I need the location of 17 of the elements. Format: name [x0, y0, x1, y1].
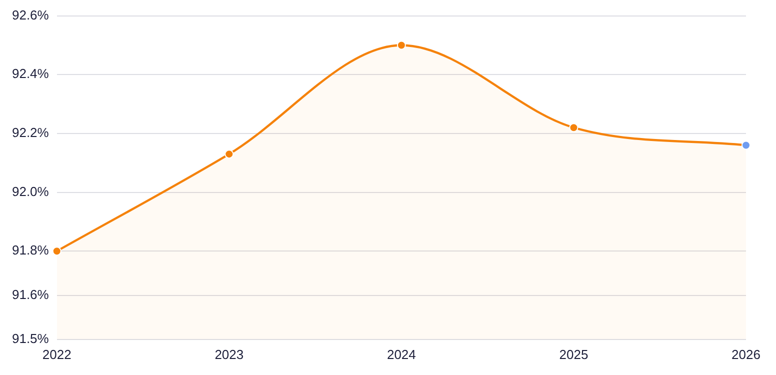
y-tick-label: 92.2%: [12, 125, 50, 140]
x-tick-label: 2024: [386, 346, 416, 362]
point: [52, 246, 62, 256]
y-tick-label: 92.6%: [12, 7, 50, 22]
point: [742, 140, 750, 150]
point: [569, 123, 578, 132]
y-tick-label: 92.4%: [12, 66, 50, 82]
x-tick-label: 2022: [42, 346, 72, 362]
x-tick-label: 2026: [732, 346, 760, 362]
y-tick-label: 91.6%: [12, 286, 50, 302]
y-tick-label: 91.5%: [12, 330, 50, 346]
y-tick-label: 92.0%: [12, 184, 50, 199]
point: [396, 40, 406, 50]
x-tick-label: 2025: [559, 346, 588, 362]
y-tick-label: 91.8%: [12, 242, 50, 258]
x-tick-label: 2023: [214, 346, 244, 362]
point: [224, 150, 234, 159]
